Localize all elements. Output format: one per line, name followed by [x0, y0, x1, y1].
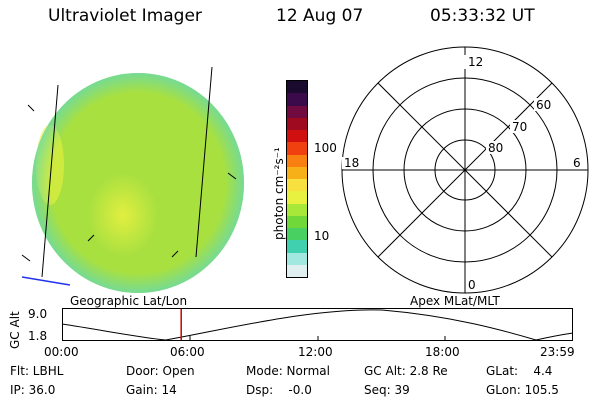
altitude-ytick-9: 9.0	[28, 307, 48, 321]
colorbar-band	[287, 117, 307, 130]
app-title: Ultraviolet Imager	[48, 6, 202, 26]
altitude-ylabel: GC Alt	[8, 311, 22, 349]
colorbar-band	[287, 228, 307, 241]
altitude-xtick-1800: 18:00	[425, 345, 460, 359]
mlt-label-18: 18	[344, 156, 359, 170]
altitude-xtick-1200: 12:00	[298, 345, 333, 359]
colorbar-band	[287, 154, 307, 167]
ip-info: IP: 36.0	[10, 383, 56, 397]
glat-info: GLat: 4.4	[486, 364, 553, 378]
tick-mark	[27, 104, 35, 112]
colorbar-tick-100: 100	[314, 141, 337, 155]
terminator-line-right	[195, 66, 213, 258]
mlt-label-12: 12	[468, 55, 483, 69]
colorbar-band	[287, 142, 307, 155]
colorbar-band	[287, 81, 307, 94]
colorbar-unit-label: photon cm⁻²s⁻¹	[272, 147, 286, 240]
altitude-xtick-0600: 06:00	[170, 345, 205, 359]
tick-mark	[87, 234, 95, 242]
glon-info: GLon: 105.5	[486, 383, 559, 397]
filter-info: Flt: LBHL	[10, 364, 64, 378]
tick-mark	[21, 254, 31, 262]
terminator-line-left	[41, 84, 59, 278]
colorbar-band	[287, 264, 307, 277]
coastline	[21, 276, 71, 286]
gain-info: Gain: 14	[126, 383, 177, 397]
altitude-xtick-2359: 23:59	[540, 345, 575, 359]
polar-axis-diagonal	[377, 82, 553, 258]
colorbar	[286, 80, 308, 278]
uv-disk-rim	[32, 73, 244, 293]
lat-label-70: 70	[512, 120, 527, 134]
colorbar-band	[287, 166, 307, 179]
colorbar-band	[287, 130, 307, 143]
seq-info: Seq: 39	[364, 383, 410, 397]
colorbar-band	[287, 240, 307, 253]
polar-plot: 12 18 6 0 60 70 80	[341, 46, 589, 294]
colorbar-band	[287, 179, 307, 192]
colorbar-band	[287, 203, 307, 216]
altitude-curve	[62, 309, 574, 341]
colorbar-band	[287, 105, 307, 118]
date-label: 12 Aug 07	[276, 6, 364, 26]
tick-mark	[171, 250, 179, 258]
tick-mark	[227, 172, 237, 180]
colorbar-tick-10: 10	[314, 229, 330, 243]
altitude-plot	[62, 308, 574, 341]
uv-image-panel	[21, 66, 244, 293]
mlt-label-0: 0	[468, 278, 476, 292]
colorbar-band	[287, 215, 307, 228]
colorbar-band	[287, 252, 307, 265]
mlt-label-6: 6	[573, 156, 581, 170]
gc-alt-info: GC Alt: 2.8 Re	[364, 364, 448, 378]
door-info: Door: Open	[126, 364, 195, 378]
mode-info: Mode: Normal	[246, 364, 330, 378]
lat-label-80: 80	[488, 141, 503, 155]
time-label: 05:33:32 UT	[430, 6, 535, 26]
colorbar-band	[287, 93, 307, 106]
lat-label-60: 60	[536, 98, 551, 112]
geo-image-label: Geographic Lat/Lon	[70, 294, 188, 308]
altitude-ytick-1: 1.8	[28, 329, 48, 343]
polar-plot-label: Apex MLat/MLT	[410, 294, 500, 308]
dsp-info: Dsp: -0.0	[246, 383, 312, 397]
colorbar-band	[287, 191, 307, 204]
altitude-xtick-0000: 00:00	[44, 345, 79, 359]
